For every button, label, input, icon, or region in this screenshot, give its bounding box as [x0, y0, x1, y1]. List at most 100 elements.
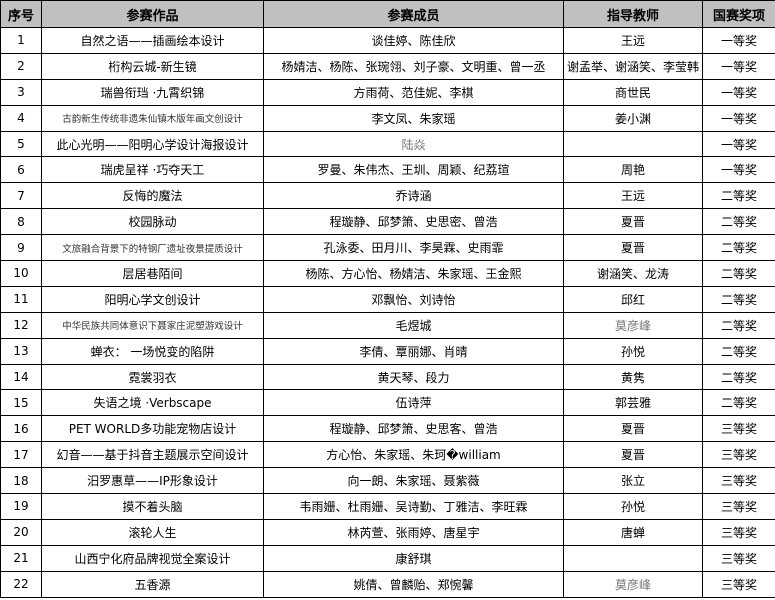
table-row: 20 滚轮人生 林芮萱、张雨婷、唐星宇 唐蝉 三等奖: [0, 518, 775, 546]
cell-members: 向一朗、朱家瑶、聂紫薇: [263, 467, 564, 495]
cell-work: 摸不着头脑: [41, 493, 264, 520]
table-row: 5 此心光明——阳明心学设计海报设计 陆焱 一等奖: [0, 130, 775, 158]
cell-no: 6: [0, 156, 42, 184]
table-row: 17 幻音——基于抖音主题展示空间设计 方心怡、朱家瑶、朱珂�william 夏晋 三等…: [0, 441, 775, 469]
cell-members: 毛煜城: [263, 311, 564, 339]
table-row: 8 校园脉动 程璇静、邱梦箫、史思密、曾浩 夏晋 二等奖: [0, 208, 775, 236]
table-row: 18 汨罗惠草——IP形象设计 向一朗、朱家瑶、聂紫薇 张立 三等奖: [0, 467, 775, 495]
cell-teacher: [563, 544, 703, 572]
cell-work: PET WORLD多功能宠物店设计: [41, 415, 264, 443]
cell-work: 山西宁化府品牌视觉全案设计: [41, 544, 264, 572]
cell-work: 此心光明——阳明心学设计海报设计: [41, 130, 264, 158]
cell-no: 9: [0, 234, 42, 262]
cell-teacher: 王远: [563, 182, 703, 210]
cell-award: 一等奖: [702, 52, 775, 80]
cell-members: 杨婧洁、杨陈、张琬翎、刘子豪、文明重、曾一丞: [263, 52, 564, 80]
cell-no: 4: [0, 104, 42, 132]
cell-award: 一等奖: [702, 78, 775, 106]
cell-award: 一等奖: [702, 130, 775, 158]
table-row: 2 桁构云城-新生镜 杨婧洁、杨陈、张琬翎、刘子豪、文明重、曾一丞 谢孟举、谢涵笑、李…: [0, 52, 775, 80]
cell-work: 层居巷陌间: [41, 260, 264, 287]
cell-members: 方雨荷、范佳妮、李棋: [263, 78, 564, 106]
cell-no: 13: [0, 337, 42, 365]
cell-members: 方心怡、朱家瑶、朱珂�william: [263, 441, 564, 469]
cell-teacher: 张立: [563, 467, 703, 495]
cell-work: 滚轮人生: [41, 518, 264, 546]
header-work: 参赛作品: [41, 0, 264, 28]
cell-no: 16: [0, 415, 42, 443]
table-row: 13 蝉衣： 一场悦变的陷阱 李倩、覃丽娜、肖晴 孙悦 二等奖: [0, 337, 775, 365]
cell-teacher: 周艳: [563, 156, 703, 184]
cell-work: 自然之语——插画绘本设计: [41, 27, 264, 54]
cell-work: 古韵新生传统非遗朱仙镇木版年画文创设计: [41, 104, 264, 132]
table-row: 16 PET WORLD多功能宠物店设计 程璇静、邱梦箫、史思客、曾浩 夏晋 三等奖: [0, 415, 775, 443]
cell-teacher: 郭芸雅: [563, 389, 703, 417]
cell-teacher: 唐蝉: [563, 518, 703, 546]
cell-teacher: 谢涵笑、龙涛: [563, 260, 703, 287]
cell-members: 伍诗萍: [263, 389, 564, 417]
cell-members: 谈佳婷、陈佳欣: [263, 27, 564, 54]
table-row: 14 霓裳羽衣 黄天琴、段力 黄隽 二等奖: [0, 363, 775, 391]
cell-members: 邓飘怡、刘诗怡: [263, 285, 564, 313]
cell-teacher: 莫彦峰: [563, 311, 703, 339]
cell-no: 20: [0, 518, 42, 546]
cell-members: 林芮萱、张雨婷、唐星宇: [263, 518, 564, 546]
header-teacher: 指导教师: [563, 0, 703, 28]
cell-work: 霓裳羽衣: [41, 363, 264, 391]
header-row: 序号 参赛作品 参赛成员 指导教师 国赛奖项: [0, 0, 775, 28]
cell-award: 二等奖: [702, 260, 775, 287]
cell-work: 瑞虎呈祥 ·巧夺天工: [41, 156, 264, 184]
header-members: 参赛成员: [263, 0, 564, 28]
cell-teacher: 谢孟举、谢涵笑、李莹韩: [563, 52, 703, 80]
cell-members: 程璇静、邱梦箫、史思密、曾浩: [263, 208, 564, 236]
table-row: 6 瑞虎呈祥 ·巧夺天工 罗曼、朱伟杰、王圳、周颖、纪荔瑄 周艳 一等奖: [0, 156, 775, 184]
cell-teacher: 夏晋: [563, 234, 703, 262]
cell-teacher: 夏晋: [563, 208, 703, 236]
cell-members: 康舒琪: [263, 544, 564, 572]
cell-award: 三等奖: [702, 544, 775, 572]
cell-no: 3: [0, 78, 42, 106]
cell-members: 程璇静、邱梦箫、史思客、曾浩: [263, 415, 564, 443]
cell-award: 二等奖: [702, 389, 775, 417]
cell-members: 李倩、覃丽娜、肖晴: [263, 337, 564, 365]
cell-no: 19: [0, 493, 42, 520]
cell-members: 罗曼、朱伟杰、王圳、周颖、纪荔瑄: [263, 156, 564, 184]
table-row: 9 文旅融合背景下的特钢厂遗址夜景提质设计 孔泳委、田月川、李昊霖、史雨霏 夏晋 二等奖: [0, 234, 775, 262]
cell-award: 三等奖: [702, 570, 775, 598]
cell-teacher: 莫彦峰: [563, 570, 703, 598]
cell-teacher: 商世民: [563, 78, 703, 106]
table-row: 7 反悔的魔法 乔诗涵 王远 二等奖: [0, 182, 775, 210]
table-row: 21 山西宁化府品牌视觉全案设计 康舒琪 三等奖: [0, 544, 775, 572]
cell-no: 1: [0, 27, 42, 54]
header-award: 国赛奖项: [702, 0, 775, 28]
cell-no: 11: [0, 285, 42, 313]
table-row: 19 摸不着头脑 韦雨姗、杜雨姗、吴诗勤、丁雅洁、李旺霖 孙悦 三等奖: [0, 493, 775, 520]
cell-no: 10: [0, 260, 42, 287]
cell-award: 二等奖: [702, 337, 775, 365]
cell-teacher: 王远: [563, 27, 703, 54]
cell-no: 18: [0, 467, 42, 495]
cell-members: 陆焱: [263, 130, 564, 158]
cell-members: 孔泳委、田月川、李昊霖、史雨霏: [263, 234, 564, 262]
cell-award: 二等奖: [702, 208, 775, 236]
table-row: 15 失语之境 ·Verbscape 伍诗萍 郭芸雅 二等奖: [0, 389, 775, 417]
cell-work: 汨罗惠草——IP形象设计: [41, 467, 264, 495]
cell-award: 二等奖: [702, 182, 775, 210]
header-no: 序号: [0, 0, 42, 28]
cell-teacher: 夏晋: [563, 415, 703, 443]
table-row: 12 中华民族共同体意识下聂家庄泥塑游戏设计 毛煜城 莫彦峰 二等奖: [0, 311, 775, 339]
cell-award: 三等奖: [702, 441, 775, 469]
cell-award: 一等奖: [702, 104, 775, 132]
cell-award: 一等奖: [702, 156, 775, 184]
cell-work: 失语之境 ·Verbscape: [41, 389, 264, 417]
cell-work: 蝉衣： 一场悦变的陷阱: [41, 337, 264, 365]
cell-no: 12: [0, 311, 42, 339]
table-row: 1 自然之语——插画绘本设计 谈佳婷、陈佳欣 王远 一等奖: [0, 27, 775, 54]
cell-members: 杨陈、方心怡、杨婧洁、朱家瑶、王金熙: [263, 260, 564, 287]
cell-work: 阳明心学文创设计: [41, 285, 264, 313]
cell-teacher: 黄隽: [563, 363, 703, 391]
cell-members: 黄天琴、段力: [263, 363, 564, 391]
cell-no: 7: [0, 182, 42, 210]
cell-members: 李文凤、朱家瑶: [263, 104, 564, 132]
cell-award: 二等奖: [702, 285, 775, 313]
